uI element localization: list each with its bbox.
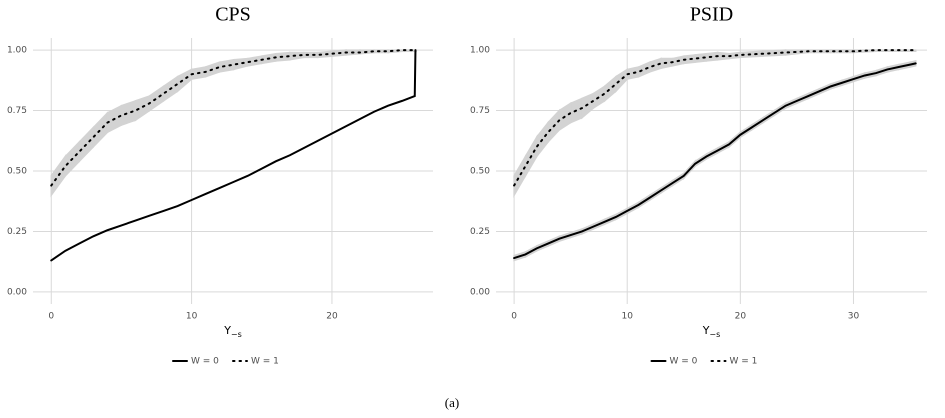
- y-tick-label: 0.00: [7, 287, 27, 297]
- confidence-band: [581, 92, 595, 120]
- y-tick-label: 0.75: [470, 106, 490, 116]
- x-axis-label-main: Y: [702, 324, 710, 337]
- confidence-band: [637, 61, 651, 78]
- y-tick-label: 0.75: [7, 106, 27, 116]
- x-axis-label-main: Y: [223, 324, 231, 337]
- x-tick-label: 10: [621, 312, 633, 322]
- series-line: [513, 49, 917, 187]
- x-tick-label: 20: [735, 312, 747, 322]
- x-tick-label: 0: [511, 312, 517, 322]
- series-line: [50, 49, 417, 262]
- confidence-band: [289, 51, 305, 61]
- legend-label: W = 0: [670, 357, 698, 367]
- confidence-band: [218, 58, 235, 73]
- y-tick-label: 1.00: [7, 46, 27, 56]
- caption: (a): [445, 395, 459, 410]
- x-axis-label: Y−s: [702, 324, 721, 339]
- x-axis-label: Y−s: [223, 324, 242, 339]
- confidence-band: [649, 57, 662, 73]
- confidence-band: [92, 111, 109, 149]
- x-axis-label-sub: −s: [231, 330, 242, 339]
- legend-label: W = 1: [251, 357, 279, 367]
- confidence-band: [603, 75, 617, 103]
- confidence-band: [50, 154, 67, 198]
- x-tick-label: 20: [326, 312, 338, 322]
- confidence-band: [176, 68, 193, 93]
- x-tick-label: 0: [48, 312, 54, 322]
- y-tick-label: 0.50: [7, 167, 27, 177]
- chart-title: CPS: [215, 4, 251, 26]
- confidence-band: [615, 68, 628, 94]
- x-axis-label-sub: −s: [709, 330, 720, 339]
- y-tick-label: 0.00: [470, 287, 490, 297]
- y-tick-label: 1.00: [470, 46, 490, 56]
- x-tick-label: 10: [186, 312, 198, 322]
- confidence-band: [134, 94, 151, 122]
- confidence-band: [148, 84, 165, 112]
- y-tick-label: 0.50: [470, 167, 490, 177]
- confidence-band: [120, 99, 137, 127]
- y-tick-label: 0.25: [470, 227, 490, 237]
- y-tick-label: 0.25: [7, 227, 27, 237]
- x-tick-label: 30: [848, 312, 860, 322]
- confidence-band: [513, 153, 527, 198]
- chart-title: PSID: [690, 4, 733, 26]
- legend-label: W = 1: [730, 357, 758, 367]
- confidence-band: [875, 49, 917, 53]
- series-line: [513, 62, 917, 260]
- legend-label: W = 0: [191, 357, 219, 367]
